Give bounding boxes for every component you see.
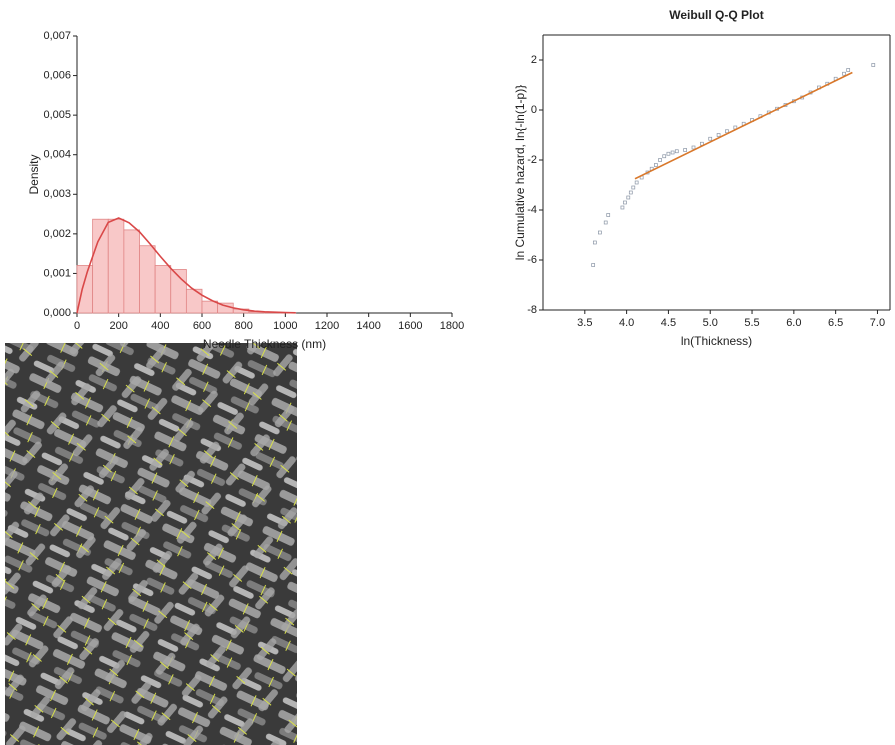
density-fit-curve <box>76 217 296 314</box>
y-tick-label: 0,007 <box>43 30 71 42</box>
histogram-bar <box>154 265 172 314</box>
x-tick-label: 800 <box>234 320 252 332</box>
x-tick-label: 6.5 <box>828 317 843 329</box>
qq-point <box>634 180 639 185</box>
x-tick-label: 1400 <box>356 320 380 332</box>
qq-point <box>683 148 687 152</box>
qq-point <box>846 68 851 72</box>
qq-point <box>620 205 625 210</box>
histogram-bar <box>139 245 156 314</box>
y-tick-label: 0,005 <box>43 109 71 121</box>
qq-point <box>871 63 876 67</box>
x-tick-label: 7.0 <box>870 317 885 329</box>
y-tick-label: 0,006 <box>43 69 71 81</box>
x-tick-label: 3.5 <box>577 317 592 329</box>
x-tick-label: 600 <box>193 320 211 332</box>
x-tick-label: 4.0 <box>619 317 634 329</box>
y-tick-label: -6 <box>527 254 537 266</box>
x-tick-label: 4.5 <box>661 317 676 329</box>
sem-texture-overlay <box>5 343 297 745</box>
y-tick-label: 0,004 <box>43 149 71 161</box>
x-tick-label: 400 <box>151 320 169 332</box>
qq-point <box>716 133 721 137</box>
qq-point <box>658 158 662 162</box>
histogram-bar <box>92 218 109 314</box>
qq-point <box>626 195 631 200</box>
y-tick-label: 0,002 <box>43 228 71 240</box>
qq-fit-line <box>634 71 853 180</box>
y-axis-label: ln Cumulative hazard, ln{-ln(1-p)} <box>513 85 527 260</box>
qq-point <box>691 145 696 150</box>
qq-point <box>592 240 597 245</box>
qq-point <box>591 263 596 267</box>
histogram-bar <box>201 300 219 314</box>
histogram-bar <box>123 229 140 314</box>
y-tick-label: 0,003 <box>43 188 71 200</box>
x-tick-label: 5.0 <box>703 317 718 329</box>
y-tick-label: 0,000 <box>43 307 71 319</box>
qq-point <box>708 136 713 141</box>
qq-point <box>725 129 729 134</box>
qq-point <box>623 200 627 205</box>
qq-point <box>606 213 611 217</box>
qq-point <box>628 190 633 195</box>
qq-point <box>670 150 675 155</box>
histogram-bar <box>107 218 125 314</box>
y-axis-label: Density <box>27 154 41 194</box>
x-tick-label: 0 <box>74 320 80 332</box>
y-tick-label: -4 <box>527 204 537 216</box>
x-tick-label: 1000 <box>273 320 297 332</box>
y-tick-label: -8 <box>527 304 537 316</box>
x-tick-label: 200 <box>109 320 127 332</box>
x-tick-label: 5.5 <box>744 317 759 329</box>
x-tick-label: 1200 <box>315 320 339 332</box>
qq-point <box>598 230 602 235</box>
qq-point <box>674 149 679 154</box>
x-axis-label: Needle Thickness (nm) <box>203 337 326 351</box>
qq-point <box>666 151 671 156</box>
qq-point <box>662 154 667 159</box>
qq-point <box>603 220 608 225</box>
chart-title: Weibull Q-Q Plot <box>669 8 763 22</box>
y-tick-label: 0,001 <box>43 267 71 279</box>
x-tick-label: 6.0 <box>786 317 801 329</box>
x-tick-label: 1600 <box>398 320 422 332</box>
y-tick-label: 2 <box>531 54 537 66</box>
x-axis-label: ln(Thickness) <box>681 334 752 348</box>
qq-point <box>654 163 658 167</box>
y-tick-label: 0 <box>531 104 537 116</box>
sem-image <box>5 343 297 745</box>
qq-point <box>631 185 636 190</box>
qq-point <box>842 71 846 76</box>
x-tick-label: 1800 <box>440 320 464 332</box>
y-tick-label: -2 <box>527 154 537 166</box>
